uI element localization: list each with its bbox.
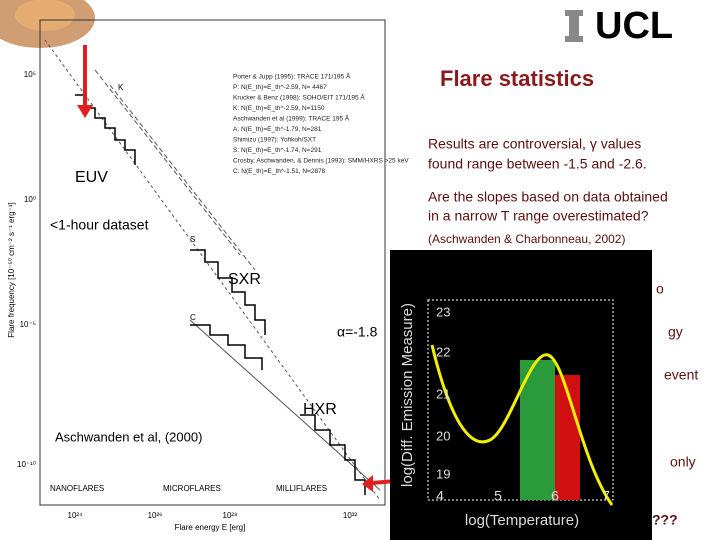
inset-x-label: log(Temperature) [465,512,579,529]
curve-letter: K [118,83,124,92]
inset-x-tick-label: 7 [602,488,610,504]
legend-entry: Krucker & Benz (1998): SOHO/EIT 171/195 … [233,93,365,102]
hidden-fragment: ??? [652,512,678,528]
distribution-step [190,249,266,335]
x-axis-label: Flare energy E [erg] [175,523,246,532]
body-text: in a narrow T range overestimated? [428,208,649,224]
inset-y-tick-label: 23 [436,304,450,319]
sun-image-highlight [15,0,75,31]
y-tick-label: 10⁻⁵ [20,320,36,329]
legend-entry: Porter & Jupp (1995): TRACE 171/195 Å [233,72,351,81]
annotation: Aschwanden et al, (2000) [55,429,202,444]
distribution-step [190,324,263,370]
plot-frame [39,19,386,506]
inset-x-tick-label: 5 [494,488,502,504]
annotation: HXR [303,401,337,418]
x-tick-label: 10²⁸ [223,511,238,520]
body-text: Results are controversial, γ values [428,136,641,152]
hidden-fragment: only [670,454,696,470]
y-tick-label: 10⁰ [24,195,36,204]
curve-letter: C [190,313,196,322]
inset-y-label: log(Diff. Emission Measure) [399,303,416,487]
arrow-head [77,105,93,118]
regime-label: MILLIFLARES [276,484,327,493]
temperature-band [520,360,555,500]
annotation: α=-1.8 [337,324,378,340]
inset-x-tick-label: 4 [436,488,444,504]
trend-line [109,84,256,271]
inset-x-tick-label: 6 [551,488,559,504]
annotation: EUV [75,169,108,186]
x-tick-label: 10²⁶ [148,511,163,520]
left-figure: Flare frequency [10⁻⁵⁰ cm⁻² s⁻¹ erg⁻¹] F… [0,0,431,532]
hidden-fragment: event [664,367,698,383]
legend-entry: S: N(E_th)=E_th^-1.74, N=291 [233,147,322,154]
inset-y-tick-label: 22 [436,344,450,359]
regime-label: NANOFLARES [50,484,104,493]
body-text: Are the slopes based on data obtained [428,189,668,205]
reference: (Aschwanden & Charbonneau, 2002) [428,232,625,246]
legend-entry: Aschwanden et al (1999): TRACE 195 Å [233,114,350,123]
logo-background [560,0,720,52]
slide-title: Flare statistics [440,66,594,91]
legend-entry: K: N(E_th)=E_th^-2.59, N=1150 [233,105,325,112]
dem-curve [430,344,614,506]
annotation: SXR [228,271,261,288]
arrow-head [362,475,373,492]
trend-line [189,319,381,491]
logo: UCL [560,0,720,52]
body-text: found range between -1.5 and -2.6. [428,156,647,172]
logo-text: UCL [595,5,673,47]
y-axis-label: Flare frequency [10⁻⁵⁰ cm⁻² s⁻¹ erg⁻¹] [7,202,16,337]
legend-entry: P: N(E_th)=E_th^-2.59, N= 4467 [233,84,327,91]
x-tick-label: 10³² [343,511,358,520]
curve-letter: S [190,235,195,244]
annotation: <1-hour dataset [50,217,149,233]
logo-crest [565,10,583,42]
x-tick-label: 10²⁴ [68,511,84,520]
inset-y-tick-label: 20 [436,428,450,443]
legend-entry: C: N(E_th)=E_th^-1.51, N=2878 [233,168,326,175]
y-tick-label: 10⁻¹⁰ [17,460,36,469]
legend-entry: Crosby, Aschwanden, & Dennis (1993): SMM… [233,158,409,165]
legend-entry: A: N(E_th)=E_th^-1.79, N=281 [233,126,322,133]
distribution-step [300,414,366,495]
hidden-fragment: gy [668,324,683,340]
inset-y-tick-label: 21 [436,386,450,401]
y-tick-label: 10⁵ [24,70,36,79]
trend-line [44,39,381,501]
trend-line [94,69,241,256]
legend-entry: Shimizu (1997): Yohkoh/SXT [233,137,316,144]
inset: log(Diff. Emission Measure) log(Temperat… [390,250,652,540]
inset-y-tick-label: 19 [436,466,450,481]
regime-label: MICROFLARES [163,484,221,493]
hidden-fragment: o [656,281,664,297]
